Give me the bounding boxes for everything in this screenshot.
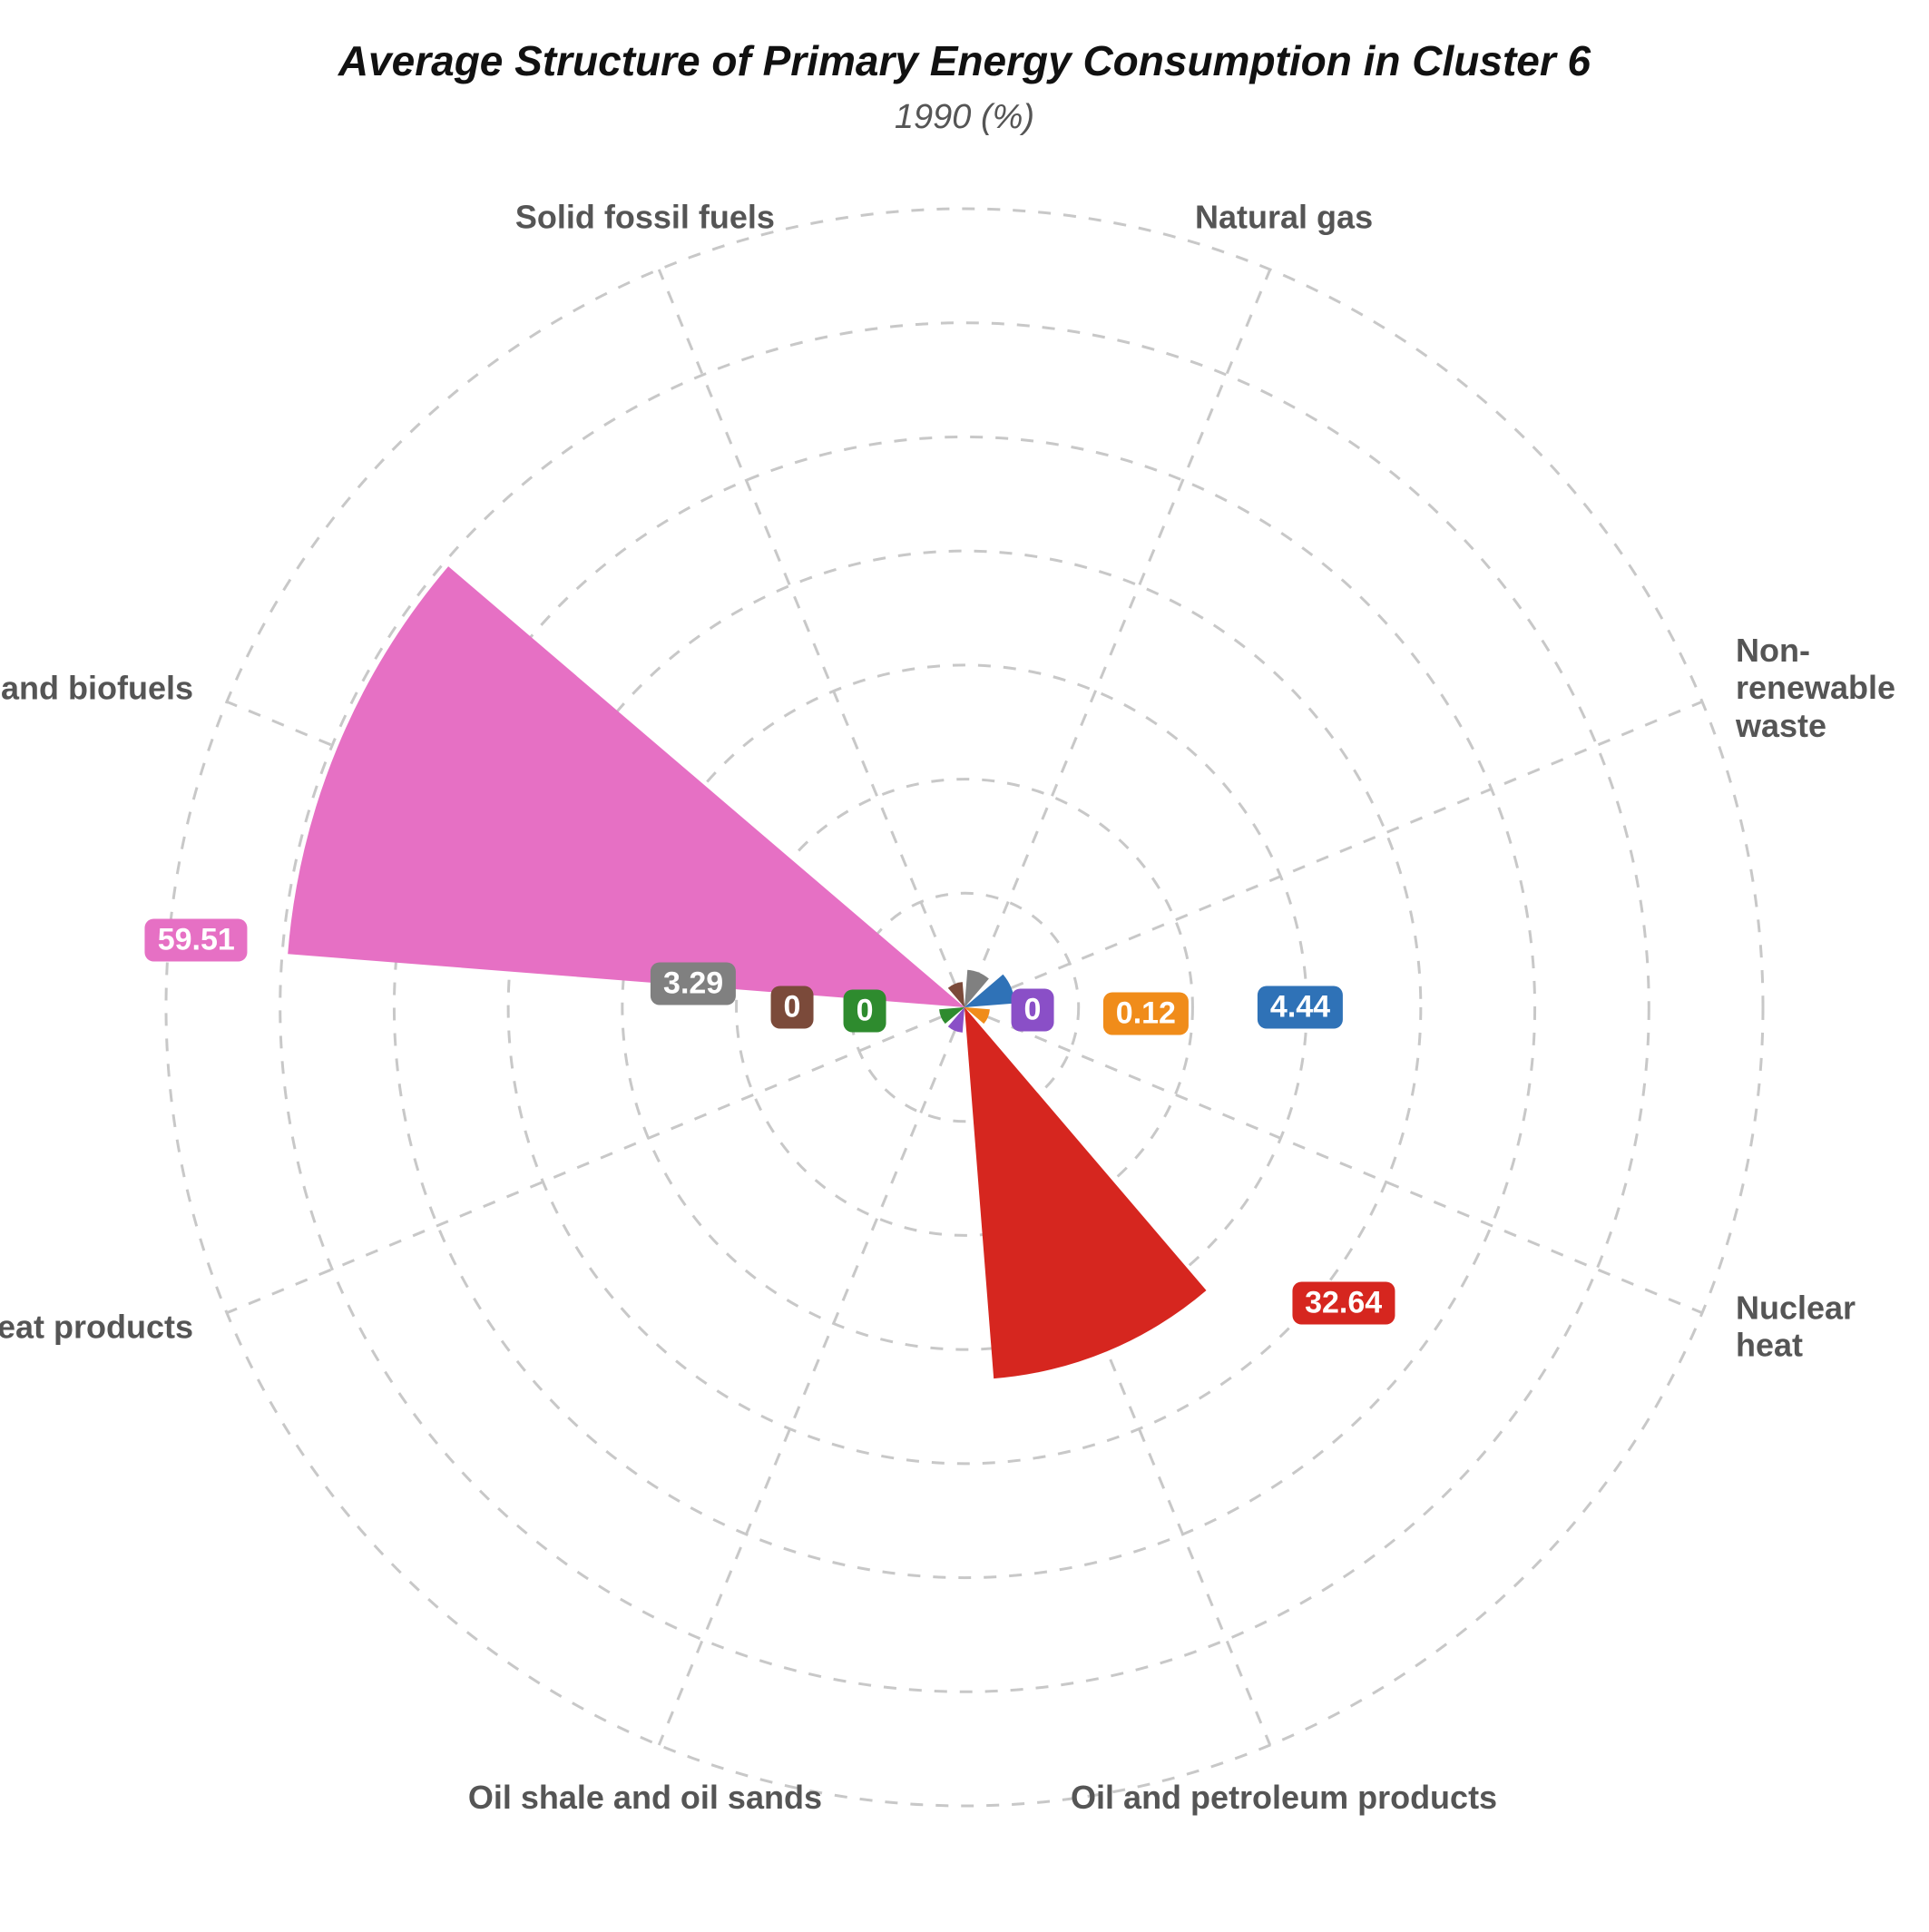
- category-label: Peat and peat products: [0, 1308, 193, 1345]
- grid-spoke: [659, 1007, 964, 1745]
- chart-stage: Average Structure of Primary Energy Cons…: [0, 0, 1929, 1932]
- category-label: Oil shale and oil sands: [468, 1779, 822, 1816]
- value-badge: 3.29: [651, 962, 736, 1005]
- category-label: Non-renewable waste: [1736, 632, 1929, 744]
- value-badge: 0.12: [1103, 992, 1189, 1035]
- polar-chart-svg: [0, 0, 1929, 1932]
- value-badge: 59.51: [145, 918, 248, 961]
- category-label: Solid fossil fuels: [515, 199, 775, 236]
- value-badge: 0: [771, 986, 814, 1029]
- value-badge: 4.44: [1258, 986, 1343, 1029]
- value-badge: 0: [1011, 988, 1053, 1031]
- category-label: Oil and petroleum products: [1071, 1779, 1497, 1816]
- value-badge: 0: [844, 989, 886, 1032]
- category-label: Renewables and biofuels: [0, 669, 193, 706]
- wedge: [964, 1007, 1206, 1378]
- grid-spoke: [227, 1007, 964, 1313]
- category-label: Natural gas: [1195, 199, 1373, 236]
- value-badge: 32.64: [1292, 1282, 1395, 1325]
- wedge: [288, 566, 964, 1007]
- category-label: Nuclear heat: [1736, 1290, 1929, 1365]
- grid-spoke: [964, 701, 1702, 1007]
- grid-spoke: [964, 270, 1270, 1007]
